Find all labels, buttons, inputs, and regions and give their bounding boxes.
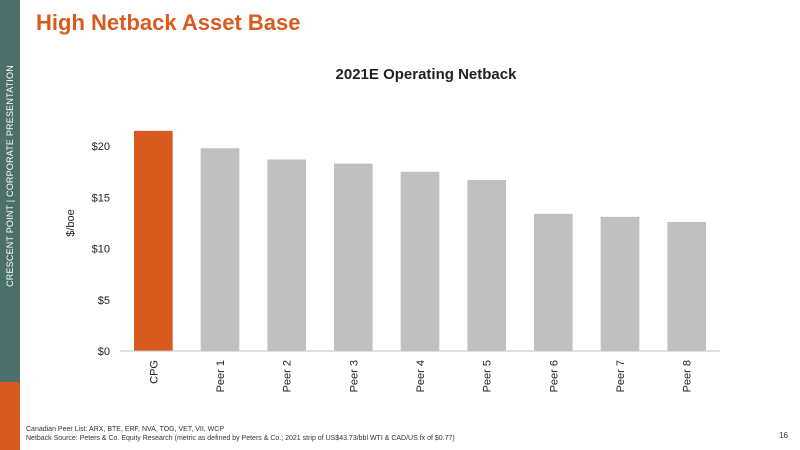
- sidebar: CRESCENT POINT | CORPORATE PRESENTATION: [0, 0, 20, 450]
- x-tick-label: Peer 7: [615, 360, 627, 392]
- bar-peer-5: [467, 179, 506, 351]
- x-tick-label: Peer 3: [348, 360, 360, 392]
- y-tick-label: $0: [98, 346, 110, 358]
- x-tick-label: Peer 1: [215, 360, 227, 392]
- bar-cpg: [134, 130, 173, 351]
- x-tick-label: CPG: [148, 360, 160, 384]
- slide-title: High Netback Asset Base: [36, 10, 301, 35]
- x-tick-label: Peer 2: [282, 360, 294, 392]
- x-tick-label: Peer 5: [482, 360, 494, 392]
- x-tick-label: Peer 6: [548, 360, 560, 392]
- x-tick-label: Peer 4: [415, 360, 427, 392]
- y-tick-label: $15: [92, 192, 110, 204]
- netback-source-footnote: Netback Source: Peters & Co. Equity Rese…: [26, 434, 455, 442]
- page-number: 16: [779, 431, 788, 440]
- bar-peer-7: [600, 216, 640, 351]
- y-tick-label: $20: [92, 141, 110, 153]
- bar-peer-1: [200, 148, 240, 351]
- chart-title: 2021E Operating Netback: [335, 66, 517, 83]
- peer-list-footnote: Canadian Peer List: ARX, BTE, ERF, NVA, …: [26, 426, 225, 433]
- bar-peer-4: [400, 171, 440, 351]
- bar-peer-3: [334, 163, 373, 351]
- footnotes: Canadian Peer List: ARX, BTE, ERF, NVA, …: [26, 426, 455, 443]
- bar-peer-6: [534, 213, 573, 351]
- y-tick-label: $10: [92, 244, 110, 256]
- y-axis-label: $/boe: [65, 209, 77, 237]
- sidebar-accent: [0, 382, 20, 450]
- bar-peer-2: [267, 159, 306, 351]
- x-tick-label: Peer 8: [682, 360, 694, 392]
- y-tick-label: $5: [98, 295, 110, 307]
- bar-peer-8: [667, 221, 706, 351]
